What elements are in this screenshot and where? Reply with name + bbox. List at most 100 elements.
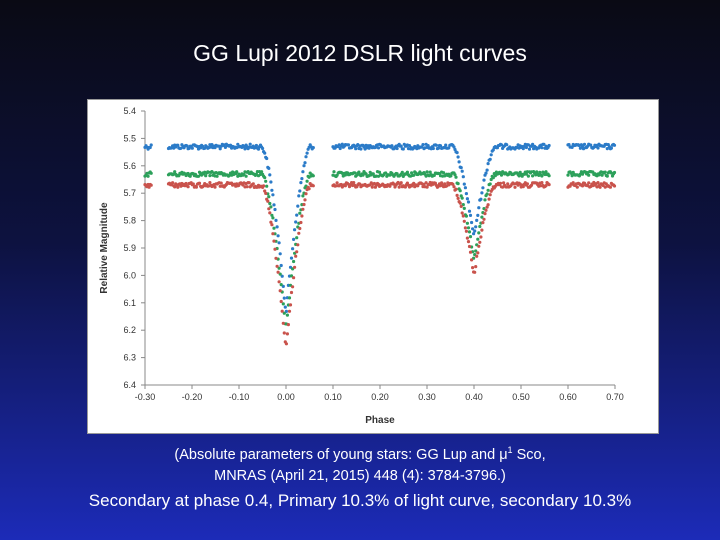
data-point-series-2 [260, 170, 264, 174]
data-point-series-1 [489, 153, 493, 157]
data-point-series-3 [459, 204, 463, 208]
y-tick-label: 5.4 [123, 106, 136, 116]
data-point-series-3 [544, 184, 548, 188]
data-point-series-3 [245, 185, 249, 189]
data-point-series-1 [243, 147, 247, 151]
data-point-series-1 [472, 232, 476, 236]
data-point-series-3 [274, 256, 278, 260]
data-point-series-3 [571, 181, 575, 185]
data-point-series-1 [305, 151, 309, 155]
y-tick-label: 6.3 [123, 353, 136, 363]
data-point-series-2 [357, 170, 361, 174]
data-point-series-1 [218, 147, 222, 151]
data-point-series-1 [297, 194, 301, 198]
data-point-series-1 [605, 147, 609, 151]
data-point-series-2 [264, 179, 268, 183]
data-point-series-2 [244, 174, 248, 178]
data-point-series-3 [292, 276, 296, 280]
data-point-series-1 [438, 144, 443, 148]
data-point-series-3 [298, 226, 302, 231]
data-point-series-2 [377, 170, 382, 174]
data-point-series-3 [482, 217, 486, 221]
data-point-series-3 [488, 193, 492, 197]
data-point-series-1 [471, 227, 475, 231]
x-tick-label: -0.20 [182, 392, 203, 402]
data-point-series-2 [458, 189, 462, 193]
data-point-series-1 [376, 146, 381, 150]
data-point-series-3 [465, 236, 469, 240]
data-point-series-1 [473, 229, 477, 233]
data-point-series-1 [236, 142, 240, 146]
data-point-series-3 [197, 181, 202, 185]
data-point-series-1 [444, 143, 448, 147]
data-point-series-1 [474, 225, 478, 229]
data-point-series-1 [298, 189, 302, 193]
citation-text-b: Sco, [512, 446, 546, 463]
data-point-series-1 [476, 213, 480, 217]
data-point-series-2 [268, 201, 272, 206]
data-point-series-3 [208, 181, 212, 185]
data-point-series-2 [361, 173, 365, 177]
data-point-series-1 [293, 228, 297, 232]
data-point-series-3 [300, 214, 304, 218]
data-point-series-3 [608, 185, 613, 189]
data-point-series-2 [449, 174, 453, 178]
data-point-series-3 [464, 229, 468, 233]
data-point-series-2 [279, 283, 283, 287]
data-point-series-3 [302, 202, 306, 207]
data-point-series-2 [287, 296, 292, 300]
data-point-series-1 [466, 200, 471, 204]
data-point-series-1 [359, 147, 363, 151]
data-point-series-1 [455, 151, 459, 155]
data-point-series-1 [278, 252, 282, 256]
data-point-series-1 [465, 197, 469, 201]
data-point-series-1 [301, 170, 305, 174]
data-point-series-1 [480, 191, 484, 195]
data-point-series-3 [461, 214, 465, 218]
data-point-series-1 [395, 146, 399, 151]
data-point-series-2 [208, 174, 212, 178]
data-point-series-1 [265, 156, 269, 161]
y-tick-label: 6.4 [123, 380, 136, 390]
data-point-series-3 [219, 181, 223, 185]
data-point-series-1 [273, 207, 277, 212]
data-point-series-1 [280, 274, 284, 278]
data-point-series-1 [340, 142, 344, 146]
data-point-series-2 [486, 188, 490, 192]
data-point-series-3 [487, 197, 491, 201]
data-point-series-3 [304, 192, 308, 196]
data-point-series-1 [421, 143, 425, 147]
data-point-series-2 [600, 173, 604, 177]
data-point-series-1 [464, 192, 468, 196]
data-point-series-2 [412, 173, 416, 177]
data-point-series-2 [499, 173, 504, 177]
data-point-series-2 [277, 266, 281, 270]
data-point-series-3 [311, 184, 315, 188]
data-point-series-2 [305, 179, 309, 183]
data-point-series-2 [204, 174, 208, 178]
data-point-series-1 [254, 143, 258, 148]
data-point-series-3 [547, 183, 551, 187]
data-point-series-2 [215, 174, 219, 178]
data-point-series-2 [311, 174, 315, 178]
data-point-series-3 [456, 196, 460, 200]
data-point-series-2 [488, 182, 492, 186]
data-point-series-3 [483, 212, 487, 216]
data-point-series-1 [276, 234, 280, 238]
data-point-series-1 [486, 162, 490, 166]
data-point-series-3 [498, 181, 503, 185]
data-point-series-1 [582, 142, 587, 146]
data-point-series-2 [177, 174, 181, 178]
data-point-series-1 [485, 168, 489, 172]
data-point-series-2 [278, 272, 282, 276]
data-point-series-2 [468, 235, 473, 239]
data-point-series-3 [502, 181, 506, 185]
data-point-series-3 [270, 223, 274, 227]
data-point-series-1 [292, 237, 296, 241]
data-point-series-3 [277, 280, 281, 284]
y-tick-label: 5.9 [123, 243, 136, 253]
data-point-series-3 [266, 199, 270, 203]
data-point-series-3 [525, 182, 529, 186]
data-point-series-1 [281, 284, 285, 288]
footer-note: Secondary at phase 0.4, Primary 10.3% of… [88, 491, 632, 510]
